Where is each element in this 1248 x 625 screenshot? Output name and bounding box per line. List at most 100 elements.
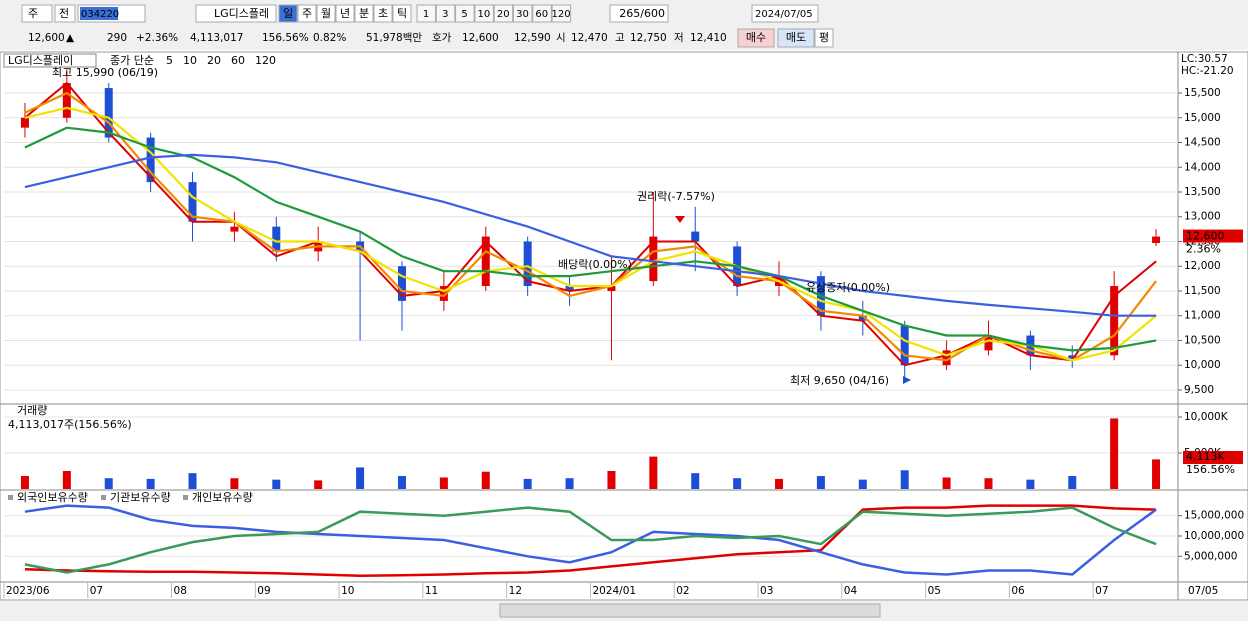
- legend-marker: [8, 495, 13, 500]
- legend-marker: [183, 495, 188, 500]
- legend-entry: 개인보유수량: [192, 491, 253, 504]
- y-tick-label: 13,500: [1184, 186, 1221, 198]
- button[interactable]: [354, 4, 374, 23]
- legend-box: [3, 53, 97, 68]
- y-tick-label: 10,000: [1184, 359, 1221, 371]
- quote-bid: 12,590: [514, 32, 551, 44]
- right-label: LC:30.57: [1181, 53, 1228, 65]
- button[interactable]: [474, 4, 494, 23]
- candle-body: [984, 335, 993, 351]
- volume-bar: [146, 478, 155, 489]
- button[interactable]: [195, 4, 277, 23]
- interval[interactable]: 틱: [397, 7, 407, 20]
- button[interactable]: [551, 4, 572, 23]
- button[interactable]: [21, 4, 53, 23]
- volume-bar: [523, 478, 532, 489]
- step[interactable]: 10: [478, 9, 491, 20]
- interval[interactable]: 분: [359, 7, 369, 20]
- legend-entry: 20: [207, 54, 221, 67]
- button[interactable]: [435, 4, 456, 23]
- step[interactable]: 5: [461, 9, 467, 20]
- volume-bar: [1110, 418, 1119, 489]
- candle-body: [104, 88, 113, 138]
- interval[interactable]: 주: [302, 7, 312, 20]
- legend-entry: 120: [255, 54, 276, 67]
- button[interactable]: [335, 4, 355, 23]
- y-tick-label: 11,500: [1184, 285, 1221, 297]
- scroll-thumb[interactable]: [499, 603, 881, 618]
- x-end-label: 07/05: [1188, 585, 1218, 597]
- y-tick-label: 14,500: [1184, 137, 1221, 149]
- button[interactable]: [814, 28, 834, 48]
- last-price-bg: [1183, 229, 1243, 243]
- interval[interactable]: 일: [283, 6, 293, 20]
- button[interactable]: [278, 4, 298, 23]
- button[interactable]: [54, 4, 76, 23]
- interval[interactable]: 월: [321, 7, 331, 20]
- last-change: 2.36%: [1186, 243, 1221, 256]
- button[interactable]: [532, 4, 552, 23]
- chart-area: [0, 51, 1248, 601]
- button[interactable]: [737, 28, 775, 48]
- interval[interactable]: 초: [378, 7, 388, 20]
- quote-open-label: 시: [556, 32, 566, 44]
- button[interactable]: [297, 4, 317, 23]
- button: [751, 4, 819, 23]
- panel-title: 거래량: [17, 404, 47, 417]
- y-tick-label: 12,000: [1184, 260, 1221, 272]
- candle-body: [1110, 286, 1119, 356]
- period: 주: [28, 7, 38, 20]
- quote-price: 12,600: [28, 32, 65, 44]
- quote-volume-ratio: 156.56%: [262, 32, 309, 44]
- button[interactable]: [373, 4, 393, 23]
- button[interactable]: [416, 4, 436, 23]
- order-button[interactable]: 매도: [786, 31, 806, 44]
- candle-body: [523, 241, 532, 287]
- volume-bar: [649, 456, 658, 489]
- order-button[interactable]: 매수: [746, 31, 766, 44]
- volume-bar: [62, 471, 71, 489]
- legend-entry: 5: [166, 54, 173, 67]
- y-tick-label: 10,000K: [1184, 411, 1229, 423]
- volume-bar: [188, 473, 197, 489]
- button[interactable]: [513, 4, 533, 23]
- quote-ask: 12,600: [462, 32, 499, 44]
- holding-line: [24, 504, 1157, 576]
- panel-subtitle: 4,113,017주(156.56%): [8, 418, 132, 431]
- step[interactable]: 1: [423, 9, 429, 20]
- button[interactable]: [455, 4, 475, 23]
- volume-bar: [1152, 459, 1161, 489]
- step[interactable]: 3: [442, 9, 448, 20]
- ma-line: [24, 106, 1157, 362]
- step[interactable]: 30: [516, 9, 529, 20]
- volume-bar: [1026, 479, 1035, 489]
- quote-change-pct: +2.36%: [136, 32, 178, 44]
- volume-bar: [900, 470, 909, 489]
- candle-body: [439, 286, 448, 301]
- volume-bar: [1068, 476, 1077, 489]
- candle-body: [900, 325, 909, 366]
- step[interactable]: 60: [535, 9, 548, 20]
- legend-title: LG디스플레이: [8, 54, 73, 67]
- quote-low: 12,410: [690, 32, 727, 44]
- y-tick-label: 9,500: [1184, 384, 1214, 396]
- legend-entry: 10: [183, 54, 197, 67]
- candle-body: [20, 117, 29, 128]
- step[interactable]: 20: [497, 9, 510, 20]
- button[interactable]: [316, 4, 336, 23]
- volume-bar: [691, 473, 700, 489]
- button[interactable]: [392, 4, 412, 23]
- button[interactable]: [493, 4, 514, 23]
- ma-line: [24, 153, 1157, 317]
- interval[interactable]: 년: [340, 7, 350, 20]
- y-tick-label: 5,000,000: [1184, 550, 1237, 562]
- volume-bar: [230, 478, 239, 489]
- candle-body: [1152, 236, 1161, 243]
- button[interactable]: [777, 28, 815, 48]
- quote-high: 12,750: [630, 32, 667, 44]
- y-tick-label: 11,000: [1184, 310, 1221, 322]
- legend-indicator: 종가 단순: [110, 54, 154, 67]
- step[interactable]: 120: [552, 9, 571, 20]
- order-button[interactable]: 평: [819, 31, 829, 44]
- x-tick-label: 2024/01: [592, 585, 636, 597]
